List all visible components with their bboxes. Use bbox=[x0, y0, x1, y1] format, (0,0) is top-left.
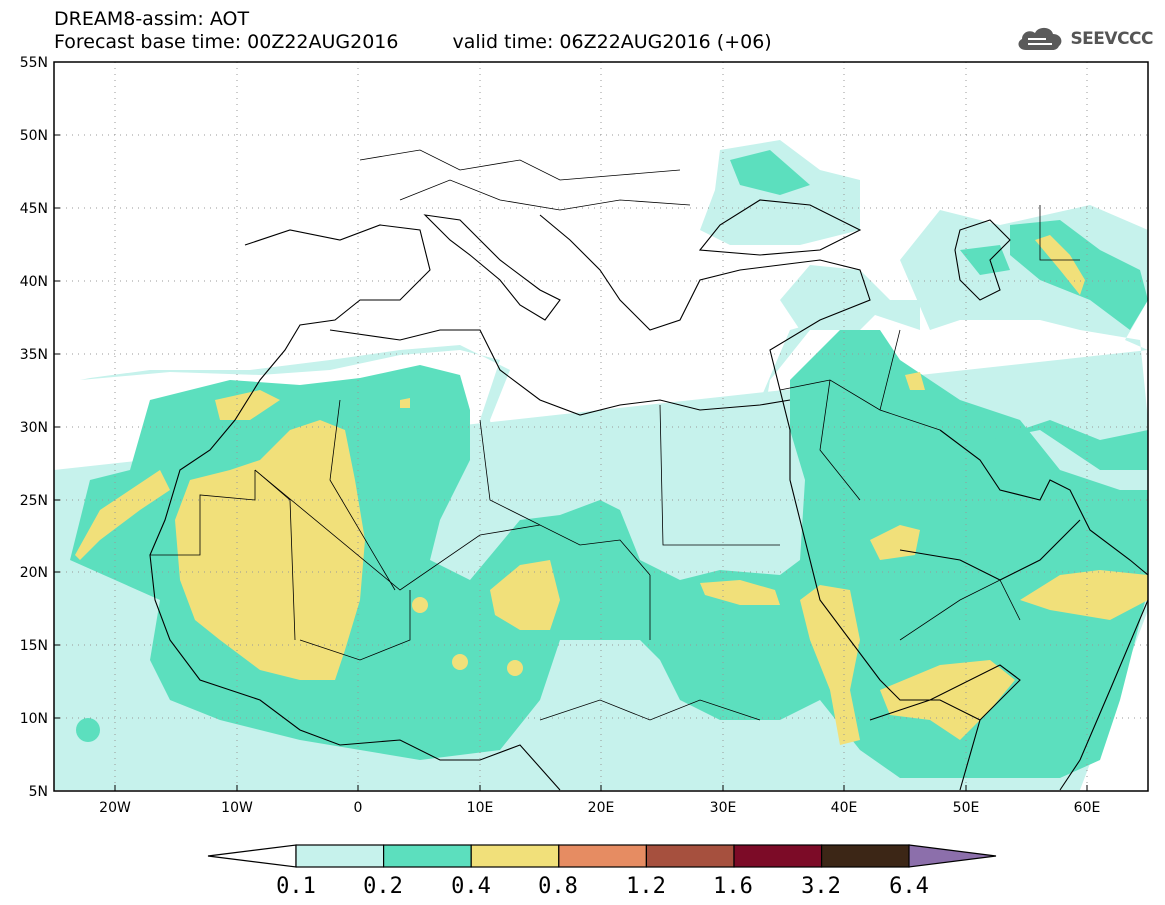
lon-label: 20E bbox=[588, 800, 615, 816]
lon-label: 40E bbox=[831, 800, 858, 816]
valid-time: valid time: 06Z22AUG2016 (+06) bbox=[452, 31, 772, 53]
lat-label: 50N bbox=[20, 128, 48, 144]
graticule bbox=[54, 62, 1148, 791]
seevccc-logo: SEEVCCC bbox=[1014, 24, 1153, 54]
colorbar-label: 0.1 bbox=[276, 874, 316, 899]
lon-label: 0 bbox=[354, 800, 363, 816]
colorbar-label: 3.2 bbox=[801, 874, 841, 899]
lat-label: 25N bbox=[20, 493, 48, 509]
lon-label: 20W bbox=[99, 800, 131, 816]
colorbar-cell bbox=[470, 844, 560, 868]
logo-text: SEEVCCC bbox=[1070, 29, 1153, 49]
lon-label: 10W bbox=[221, 800, 253, 816]
lat-label: 5N bbox=[29, 784, 48, 800]
colorbar-label: 0.8 bbox=[538, 874, 578, 899]
colorbar-low-arrow bbox=[207, 844, 297, 868]
coastlines bbox=[149, 199, 1148, 791]
aot-shading bbox=[54, 62, 1148, 791]
lat-labels: 55N 50N 45N 40N 35N 30N 25N 20N 15N 10N … bbox=[20, 55, 48, 800]
axis-ticks bbox=[54, 134, 1088, 791]
lon-label: 60E bbox=[1074, 800, 1101, 816]
colorbar-label: 1.2 bbox=[626, 874, 666, 899]
lat-label: 55N bbox=[20, 55, 48, 71]
lat-label: 30N bbox=[20, 420, 48, 436]
colorbar-cell bbox=[558, 844, 647, 868]
country-borders bbox=[150, 149, 1080, 721]
colorbar-label: 1.6 bbox=[713, 874, 753, 899]
colorbar-cell bbox=[383, 844, 472, 868]
cloud-icon bbox=[1018, 27, 1062, 50]
colorbar-cell bbox=[733, 844, 823, 868]
lat-label: 45N bbox=[20, 201, 48, 217]
lon-labels: 20W 10W 0 10E 20E 30E 40E 50E 60E bbox=[99, 800, 1100, 816]
colorbar-label: 0.4 bbox=[451, 874, 491, 899]
colorbar bbox=[207, 844, 997, 868]
lat-label: 40N bbox=[20, 274, 48, 290]
colorbar-high-arrow bbox=[908, 844, 997, 868]
colorbar-labels: 0.1 0.2 0.4 0.8 1.2 1.6 3.2 6.4 bbox=[276, 874, 929, 899]
colorbar-label: 0.2 bbox=[363, 874, 403, 899]
colorbar-label: 6.4 bbox=[889, 874, 929, 899]
colorbar-cell bbox=[295, 844, 385, 868]
lat-label: 15N bbox=[20, 638, 48, 654]
map-title: DREAM8-assim: AOT bbox=[54, 8, 250, 30]
lon-label: 30E bbox=[710, 800, 737, 816]
lon-label: 50E bbox=[953, 800, 980, 816]
time-info: Forecast base time: 00Z22AUG2016 valid ti… bbox=[54, 31, 772, 53]
lat-label: 20N bbox=[20, 565, 48, 581]
lat-label: 10N bbox=[20, 711, 48, 727]
base-time: Forecast base time: 00Z22AUG2016 bbox=[54, 31, 399, 53]
lon-label: 10E bbox=[467, 800, 494, 816]
lat-label: 35N bbox=[20, 347, 48, 363]
colorbar-cell bbox=[820, 844, 910, 868]
colorbar-cell bbox=[645, 844, 735, 868]
